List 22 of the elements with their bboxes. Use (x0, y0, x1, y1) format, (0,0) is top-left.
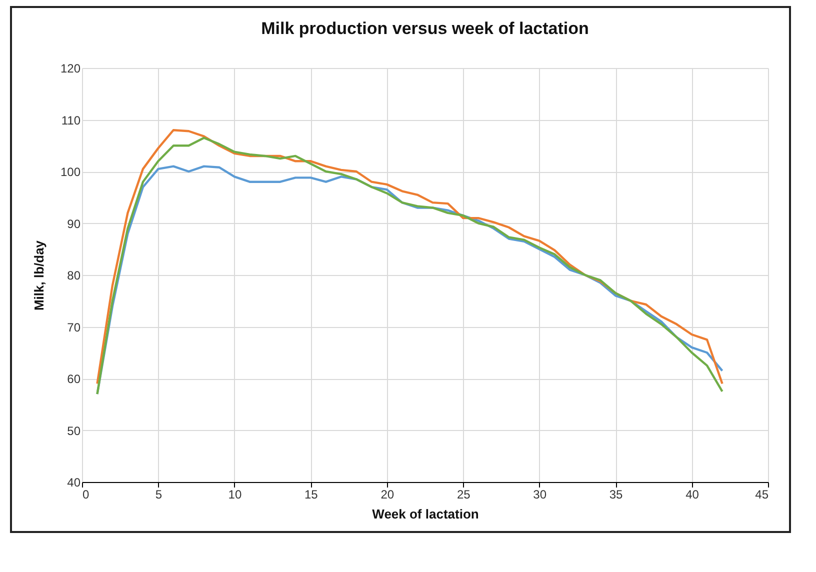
x-axis-title: Week of lactation (372, 506, 479, 522)
x-tick-label: 10 (228, 488, 242, 502)
x-tick-label: 45 (755, 488, 769, 502)
x-tick-label: 30 (533, 488, 547, 502)
y-tick-label: 60 (67, 372, 81, 386)
y-axis-title: Milk, lb/day (31, 240, 46, 311)
x-tick-label: 20 (380, 488, 394, 502)
x-tick-label: 15 (304, 488, 318, 502)
x-tick-label: 25 (456, 488, 471, 502)
y-tick-label: 120 (60, 62, 81, 76)
x-tick-label: 0 (82, 488, 90, 502)
chart-title: Milk production versus week of lactation (261, 19, 589, 38)
y-tick-label: 70 (67, 320, 81, 334)
y-tick-label: 80 (67, 268, 81, 282)
x-tick-label: 40 (686, 488, 700, 502)
y-tick-label: 50 (67, 424, 81, 438)
y-tick-label: 90 (67, 216, 81, 231)
y-tick-label: 40 (67, 476, 81, 490)
x-tick-label: 5 (155, 488, 162, 502)
y-tick-label: 100 (60, 165, 81, 179)
y-tick-label: 110 (61, 113, 81, 128)
x-tick-label: 35 (609, 488, 624, 502)
